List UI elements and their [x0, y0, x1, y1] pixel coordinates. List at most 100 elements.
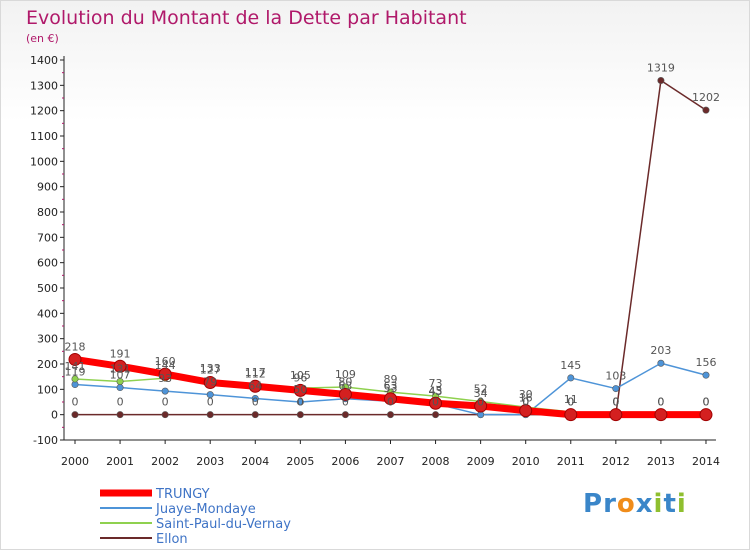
- data-point: [248, 379, 262, 393]
- data-label: 141: [65, 360, 86, 373]
- data-label: 96: [293, 371, 307, 384]
- y-tick-label: 500: [37, 282, 58, 295]
- data-point: [429, 396, 443, 410]
- data-point: [564, 408, 578, 422]
- y-tick-label: 700: [37, 231, 58, 244]
- data-point: [519, 404, 533, 418]
- data-point: [338, 387, 352, 401]
- logo-letter: o: [616, 489, 636, 519]
- data-point: [71, 375, 79, 383]
- data-label: 53: [383, 382, 397, 395]
- x-tick-label: 2012: [602, 455, 630, 468]
- logo-letter: r: [603, 489, 617, 519]
- data-label: 119: [65, 366, 86, 379]
- x-tick-label: 2002: [151, 455, 179, 468]
- legend-label: TRUNGY: [155, 487, 210, 502]
- legend-label: Ellon: [156, 532, 188, 547]
- data-point: [699, 408, 713, 422]
- data-label: 1319: [647, 62, 675, 75]
- data-label: 79: [203, 376, 217, 389]
- data-label: 0: [477, 396, 484, 409]
- data-label: 203: [650, 344, 671, 357]
- y-tick-label: 1300: [30, 79, 58, 92]
- data-point: [206, 411, 214, 419]
- data-label: 127: [200, 363, 221, 376]
- y-tick-label: 400: [37, 307, 58, 320]
- data-point: [116, 411, 124, 419]
- data-label: 103: [605, 370, 626, 383]
- data-label: 93: [158, 372, 172, 385]
- x-tick-label: 2007: [376, 455, 404, 468]
- data-label: 73: [429, 377, 443, 390]
- data-label: 34: [474, 387, 488, 400]
- legend-label: Saint-Paul-du-Vernay: [156, 517, 291, 532]
- logo-letter: i: [653, 489, 664, 519]
- data-point: [158, 367, 172, 381]
- y-tick-label: 300: [37, 333, 58, 346]
- data-label: 0: [72, 396, 79, 409]
- x-tick-label: 2011: [557, 455, 585, 468]
- y-tick-label: 1000: [30, 155, 58, 168]
- data-label: 0: [252, 396, 259, 409]
- data-point: [203, 375, 217, 389]
- data-label: 63: [383, 380, 397, 393]
- y-tick-label: 100: [37, 383, 58, 396]
- logo-letter: x: [635, 489, 654, 519]
- data-label: 0: [432, 396, 439, 409]
- x-tick-label: 2001: [106, 455, 134, 468]
- data-label: 0: [477, 396, 484, 409]
- data-label: 131: [110, 362, 131, 375]
- data-point: [609, 408, 623, 422]
- data-point: [702, 106, 710, 114]
- data-label: 0: [342, 396, 349, 409]
- data-point: [293, 383, 307, 397]
- data-label: 11: [564, 393, 578, 406]
- data-label: 117: [245, 366, 266, 379]
- data-label: 80: [338, 375, 352, 388]
- data-point: [657, 359, 665, 367]
- y-tick-label: 600: [37, 257, 58, 270]
- data-point: [206, 391, 214, 399]
- data-point: [474, 399, 488, 413]
- data-point: [612, 385, 620, 393]
- y-tick-label: 1400: [30, 54, 58, 67]
- data-label: 45: [429, 384, 443, 397]
- x-tick-label: 2010: [512, 455, 540, 468]
- data-label: 145: [560, 359, 581, 372]
- x-tick-label: 2005: [286, 455, 314, 468]
- data-label: 16: [519, 392, 533, 405]
- data-label: 144: [155, 359, 176, 372]
- data-label: 133: [200, 362, 221, 375]
- data-label: 0: [567, 396, 574, 409]
- data-point: [71, 411, 79, 419]
- axes: -100010020030040050060070080090010001100…: [30, 54, 720, 468]
- data-label: 0: [612, 396, 619, 409]
- data-point: [296, 411, 304, 419]
- logo-letter: t: [663, 489, 677, 519]
- data-point: [296, 398, 304, 406]
- y-tick-label: 1200: [30, 105, 58, 118]
- data-point: [161, 411, 169, 419]
- x-tick-label: 2013: [647, 455, 675, 468]
- x-tick-label: 2006: [331, 455, 359, 468]
- y-tick-label: 800: [37, 206, 58, 219]
- data-label: 0: [207, 396, 214, 409]
- data-label: 0: [612, 396, 619, 409]
- data-point: [68, 352, 82, 366]
- data-point: [567, 374, 575, 382]
- data-label: 0: [522, 396, 529, 409]
- data-point: [386, 411, 394, 419]
- data-label: 30: [519, 388, 533, 401]
- data-label: 63: [338, 380, 352, 393]
- data-label: 109: [335, 368, 356, 381]
- data-label: 112: [245, 367, 266, 380]
- data-point: [251, 394, 259, 402]
- y-tick-label: 0: [51, 409, 58, 422]
- data-label: 107: [110, 369, 131, 382]
- data-label: 0: [702, 396, 709, 409]
- data-label: 43: [429, 385, 443, 398]
- data-point: [341, 411, 349, 419]
